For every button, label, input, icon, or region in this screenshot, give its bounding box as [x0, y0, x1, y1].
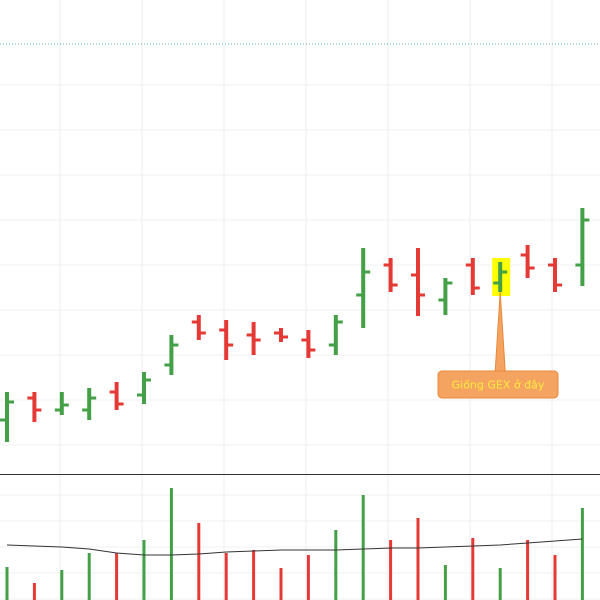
callout-pointer	[494, 291, 506, 372]
annotation-text: Giống GEX ở đây	[452, 379, 545, 392]
callout-box	[437, 370, 559, 399]
volume-ma-line	[6, 538, 583, 556]
